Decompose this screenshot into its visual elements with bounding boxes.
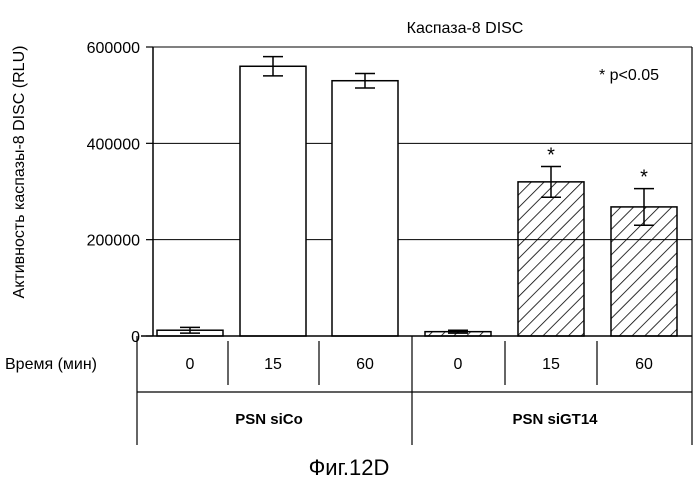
y-tick-label: 400000 xyxy=(87,136,140,153)
time-label: 15 xyxy=(264,356,282,373)
y-axis-ticks: 0 200000 400000 600000 xyxy=(87,40,153,346)
group-label: PSN siCo xyxy=(235,411,303,428)
bar xyxy=(332,81,398,336)
group-label: PSN siGT14 xyxy=(512,411,598,428)
chart-title: Каспаза-8 DISC xyxy=(407,20,524,37)
significance-note: * p<0.05 xyxy=(599,67,659,84)
significance-asterisk: * xyxy=(640,167,648,189)
y-tick-label: 200000 xyxy=(87,233,140,250)
bars: ** xyxy=(157,57,677,336)
y-tick-label: 0 xyxy=(131,329,140,346)
time-label: 60 xyxy=(635,356,653,373)
row-label: Время (мин) xyxy=(5,356,97,373)
time-labels: 0 15 60 0 15 60 xyxy=(186,356,653,373)
y-axis-label: Активность каспазы-8 DISC (RLU) xyxy=(11,46,28,299)
significance-asterisk: * xyxy=(547,144,555,166)
time-label: 60 xyxy=(356,356,374,373)
time-label: 0 xyxy=(454,356,463,373)
time-label: 15 xyxy=(542,356,560,373)
bar xyxy=(518,182,584,336)
category-table: Время (мин) 0 15 60 0 15 60 PSN siCo PSN siGT… xyxy=(5,336,692,445)
time-label: 0 xyxy=(186,356,195,373)
bar xyxy=(611,207,677,336)
y-tick-label: 600000 xyxy=(87,40,140,57)
figure-caption: Фиг.12D xyxy=(309,455,390,480)
bar xyxy=(240,66,306,336)
